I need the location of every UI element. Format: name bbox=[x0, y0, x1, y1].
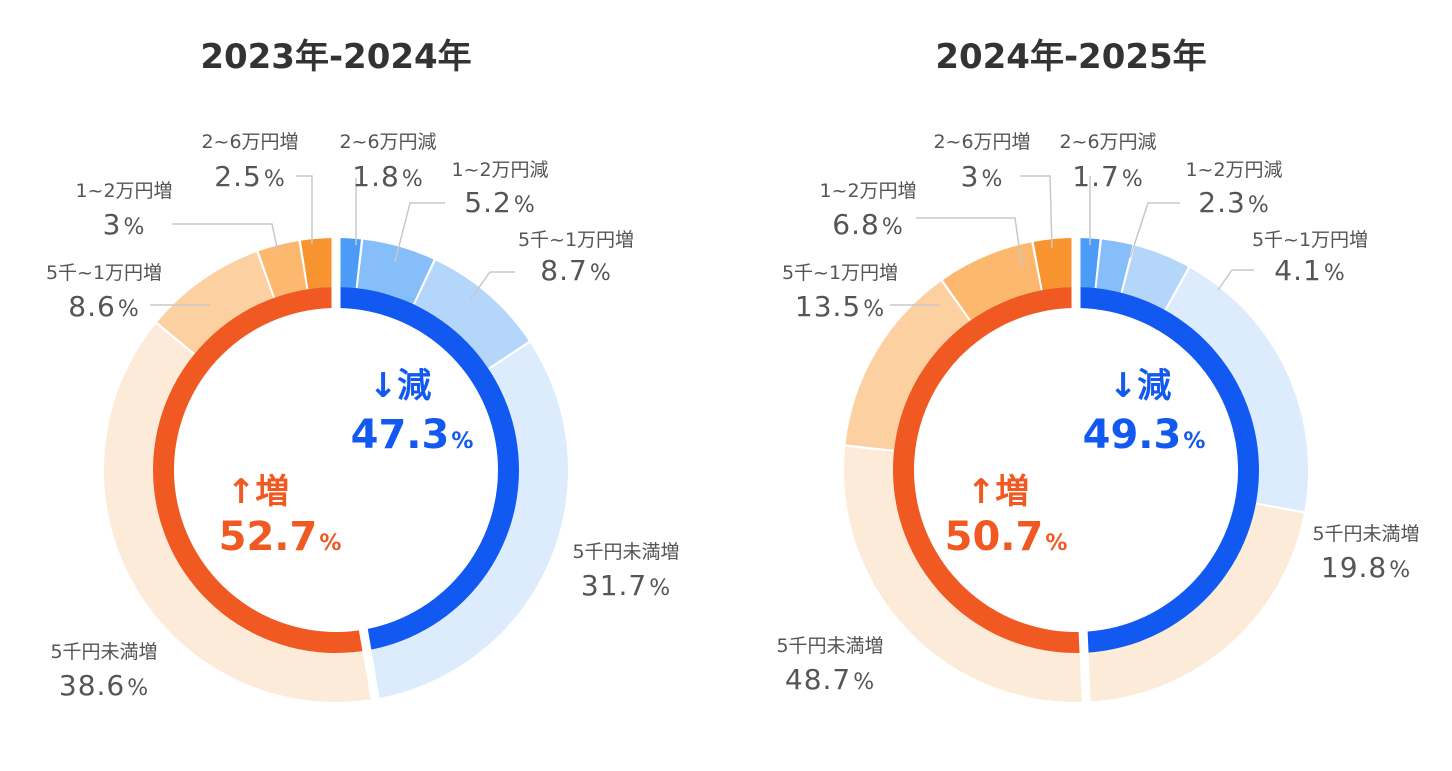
slice-label-increase-under-5k-blue: 5千円未満増 bbox=[1312, 523, 1419, 545]
outer-slice-increase-1-2man bbox=[942, 242, 1041, 321]
outer-slice-increase-1-2man bbox=[258, 241, 307, 298]
slice-value-decrease-1-2man: 2.3% bbox=[1198, 186, 1269, 219]
slice-label-increase-2-6man: 2~6万円増 bbox=[933, 131, 1030, 153]
slice-label-increase-1-2man: 1~2万円増 bbox=[819, 180, 916, 202]
outer-slice-decrease-1-2man bbox=[1096, 239, 1133, 293]
slice-value-increase-1-2man: 3% bbox=[103, 208, 146, 241]
slice-value-increase-under-5k-orange: 38.6% bbox=[59, 669, 149, 702]
slice-label-increase-2-6man: 2~6万円増 bbox=[201, 131, 298, 153]
slice-value-increase-5k-1man: 8.6% bbox=[68, 290, 139, 323]
leader-line bbox=[172, 223, 279, 253]
slice-label-decrease-2-6man: 2~6万円減 bbox=[1059, 131, 1156, 153]
outer-slice-increase-5k-1man bbox=[845, 281, 970, 450]
donut-chart-2: 2024年-2025年 ↓減 49.3% ↑増50.7% 2~6万円減 1.7% 1~2万円… bbox=[776, 37, 1420, 704]
slice-label-increase-5k-1man: 5千~1万円増 bbox=[782, 262, 898, 284]
slice-label-decrease-2-6man: 2~6万円減 bbox=[339, 131, 436, 153]
slice-value-increase-5k-1man: 13.5% bbox=[795, 290, 885, 323]
slice-value-increase-under-5k-blue: 19.8% bbox=[1321, 551, 1411, 584]
outer-slice-increase-5k-1man bbox=[157, 252, 274, 354]
decrease-label: ↓減 bbox=[1109, 366, 1172, 406]
leader-line bbox=[1217, 269, 1254, 291]
decrease-value: 47.3% bbox=[351, 412, 474, 458]
outer-slice-increase-under-5k-blue bbox=[367, 342, 568, 699]
outer-slice-increase-under-5k-orange bbox=[103, 324, 374, 702]
slice-value-increase-under-5k-blue: 31.7% bbox=[581, 569, 671, 602]
leader-line bbox=[1020, 175, 1053, 249]
decrease-value: 49.3% bbox=[1083, 412, 1206, 458]
slice-value-decrease-2-6man: 1.8% bbox=[352, 160, 423, 193]
slice-value-increase-2-6man: 2.5% bbox=[214, 160, 285, 193]
slice-label-increase-5k-1man-blue: 5千~1万円増 bbox=[518, 229, 634, 251]
outer-slice-increase-2-6man bbox=[300, 238, 336, 290]
increase-value: 52.7% bbox=[219, 514, 342, 560]
ring-separator bbox=[358, 626, 380, 702]
outer-slice-increase-5k-1man-blue bbox=[1122, 245, 1189, 310]
decrease-label: ↓減 bbox=[369, 366, 432, 406]
slice-label-increase-under-5k-blue: 5千円未満増 bbox=[572, 541, 679, 563]
slice-label-increase-under-5k-orange: 5千円未満増 bbox=[776, 635, 883, 657]
outer-slice-increase-under-5k-blue bbox=[1166, 268, 1308, 512]
inner-slice-decrease bbox=[1079, 287, 1259, 653]
outer-slice-decrease-2-6man bbox=[1076, 238, 1100, 288]
outer-slice-increase-5k-1man-blue bbox=[414, 260, 529, 369]
outer-slice-increase-2-6man bbox=[1033, 238, 1076, 291]
leader-line bbox=[1129, 202, 1180, 259]
slice-label-increase-5k-1man: 5千~1万円増 bbox=[46, 262, 162, 284]
inner-slice-decrease bbox=[339, 287, 519, 650]
chart-title: 2023年-2024年 bbox=[200, 37, 471, 77]
slice-value-decrease-1-2man: 5.2% bbox=[464, 186, 535, 219]
slice-value-increase-5k-1man-blue: 8.7% bbox=[540, 254, 611, 287]
ring-separator bbox=[1078, 629, 1091, 704]
outer-slice-decrease-1-2man bbox=[357, 239, 434, 304]
slice-label-increase-under-5k-orange: 5千円未満増 bbox=[50, 641, 157, 663]
leader-line bbox=[469, 271, 515, 301]
slice-label-increase-1-2man: 1~2万円増 bbox=[75, 180, 172, 202]
chart-title: 2024年-2025年 bbox=[935, 37, 1206, 77]
slice-value-increase-2-6man: 3% bbox=[961, 160, 1004, 193]
slice-label-decrease-1-2man: 1~2万円減 bbox=[451, 159, 548, 181]
slice-value-increase-under-5k-orange: 48.7% bbox=[785, 663, 875, 696]
slice-label-increase-5k-1man-blue: 5千~1万円増 bbox=[1252, 229, 1368, 251]
slice-value-increase-1-2man: 6.8% bbox=[832, 208, 903, 241]
increase-label: ↑増 bbox=[227, 472, 290, 512]
leader-line bbox=[916, 217, 1023, 269]
slice-value-decrease-2-6man: 1.7% bbox=[1072, 160, 1143, 193]
leader-line bbox=[296, 175, 313, 244]
leader-line bbox=[394, 202, 445, 263]
increase-label: ↑増 bbox=[967, 472, 1030, 512]
slice-label-decrease-1-2man: 1~2万円減 bbox=[1185, 159, 1282, 181]
donut-chart-1: 2023年-2024年 ↓減 47.3% ↑増52.7% 2~6万円減 1.8% 1~2万円… bbox=[46, 37, 680, 702]
increase-value: 50.7% bbox=[945, 514, 1068, 560]
inner-slice-increase bbox=[892, 287, 1081, 654]
slice-value-increase-5k-1man-blue: 4.1% bbox=[1274, 254, 1345, 287]
outer-slice-decrease-2-6man bbox=[336, 238, 361, 289]
outer-slice-increase-under-5k-orange bbox=[843, 446, 1304, 703]
